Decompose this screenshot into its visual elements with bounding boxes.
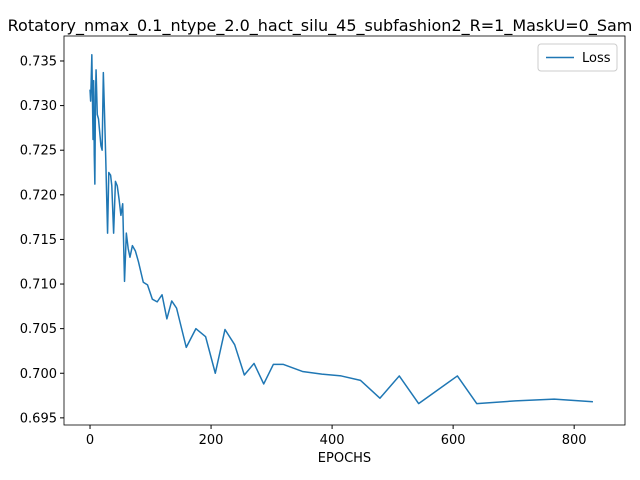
y-tick-label: 0.715 <box>20 233 57 248</box>
y-tick-label: 0.730 <box>20 99 57 114</box>
y-tick-label: 0.700 <box>20 367 57 382</box>
chart-title: Rotatory_nmax_0.1_ntype_2.0_hact_silu_45… <box>8 16 633 36</box>
y-tick-label: 0.735 <box>20 54 57 69</box>
x-axis-label: EPOCHS <box>318 451 371 466</box>
plot-frame <box>63 35 626 426</box>
y-tick-label: 0.705 <box>20 322 57 337</box>
line-series <box>89 53 593 405</box>
y-tick-label: 0.695 <box>20 411 57 426</box>
legend-label: Loss <box>582 51 611 66</box>
y-tick-label: 0.710 <box>20 278 57 293</box>
x-tick-label: 400 <box>320 433 345 448</box>
legend-box <box>537 43 618 72</box>
x-tick-label: 600 <box>441 433 466 448</box>
x-tick-label: 800 <box>562 433 587 448</box>
x-tick-label: 0 <box>86 433 94 448</box>
y-tick-label: 0.725 <box>20 144 57 159</box>
x-tick-label: 200 <box>199 433 224 448</box>
y-tick-label: 0.720 <box>20 188 57 203</box>
